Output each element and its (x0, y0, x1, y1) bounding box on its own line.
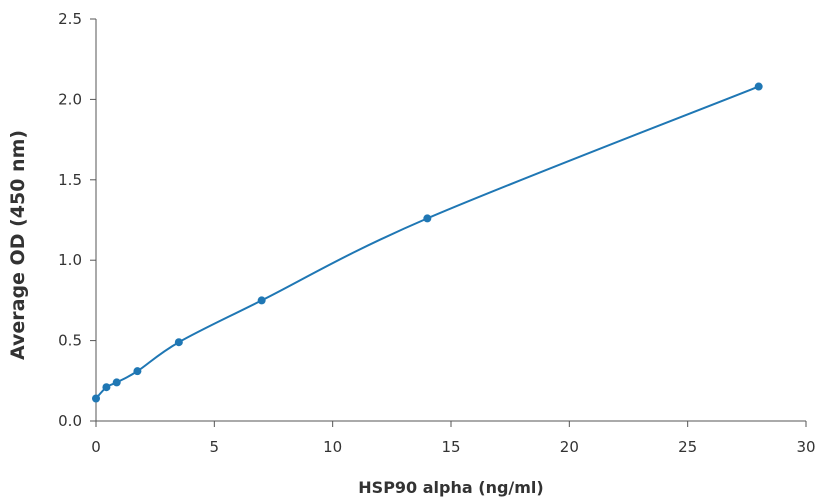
x-tick-label: 20 (560, 438, 579, 456)
x-axis: 0 5 10 15 20 25 30 (91, 420, 816, 456)
x-tick-label: 15 (441, 438, 460, 456)
data-point (174, 338, 183, 347)
x-tick-label: 5 (210, 438, 220, 456)
x-tick-label: 10 (323, 438, 342, 456)
x-ticks: 0 5 10 15 20 25 30 (91, 421, 816, 456)
y-ticks: 0.0 0.5 1.0 1.5 2.0 2.5 (58, 10, 96, 430)
y-axis: 0.0 0.5 1.0 1.5 2.0 2.5 (58, 10, 97, 430)
data-point (92, 394, 100, 403)
y-tick-label: 1.5 (58, 171, 82, 189)
x-tick-label: 25 (678, 438, 697, 456)
x-tick-label: 0 (91, 438, 101, 456)
y-tick-label: 2.0 (58, 90, 82, 108)
data-point (257, 296, 266, 305)
data-point (133, 367, 142, 376)
x-axis-title: HSP90 alpha (ng/ml) (358, 478, 543, 497)
series-layer (92, 82, 763, 403)
y-axis-title: Average OD (450 nm) (7, 130, 29, 360)
data-point (423, 214, 432, 223)
data-point (112, 378, 121, 387)
x-tick-label: 30 (796, 438, 815, 456)
y-tick-label: 1.0 (58, 251, 82, 269)
series-line (95, 85, 760, 400)
y-tick-label: 0.5 (58, 332, 82, 350)
data-point (102, 383, 111, 392)
y-tick-label: 0.0 (58, 412, 82, 430)
data-point (754, 82, 763, 91)
y-tick-label: 2.5 (58, 10, 82, 28)
